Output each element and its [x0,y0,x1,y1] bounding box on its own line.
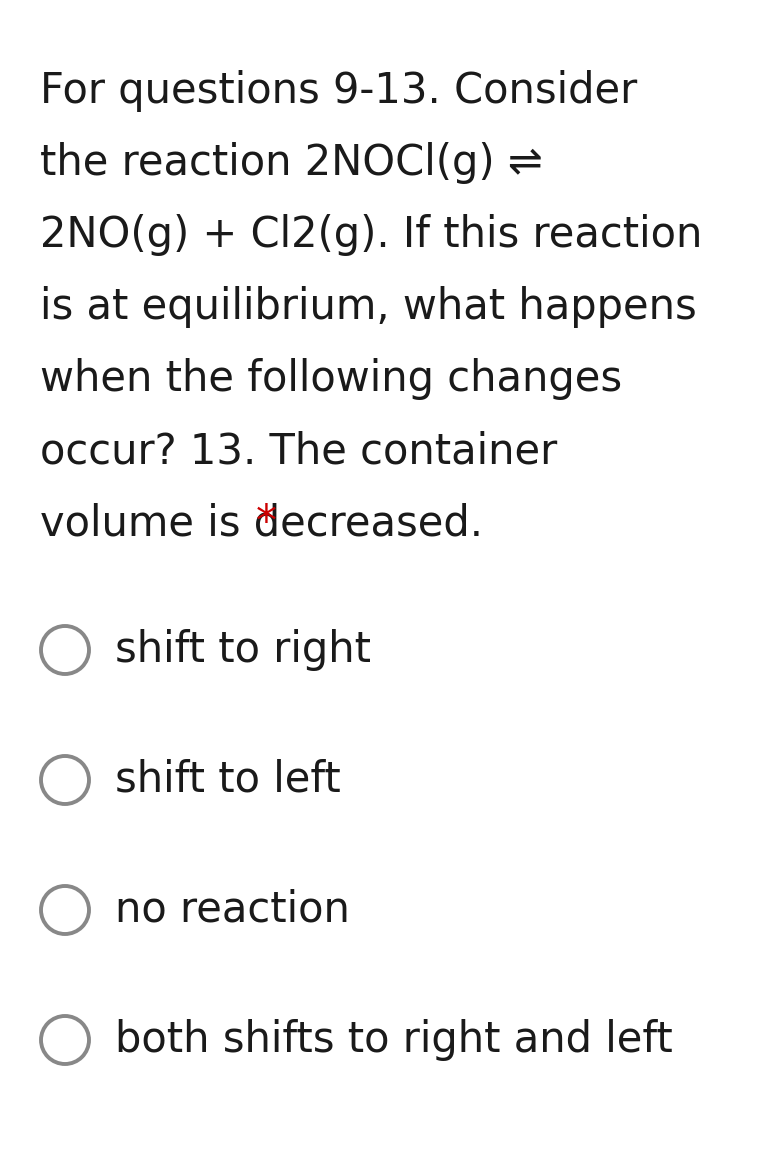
Text: the reaction 2NOCl(g) ⇌: the reaction 2NOCl(g) ⇌ [40,142,543,184]
Text: both shifts to right and left: both shifts to right and left [115,1019,673,1061]
Text: 2NO(g) + Cl2(g). If this reaction: 2NO(g) + Cl2(g). If this reaction [40,214,702,256]
Text: *: * [255,502,276,544]
Text: shift to right: shift to right [115,629,371,671]
Text: no reaction: no reaction [115,889,350,932]
Text: is at equilibrium, what happens: is at equilibrium, what happens [40,286,697,328]
Text: occur? 13. The container: occur? 13. The container [40,430,557,472]
Text: shift to left: shift to left [115,759,341,801]
Text: when the following changes: when the following changes [40,358,622,400]
Text: volume is decreased.: volume is decreased. [40,502,496,544]
Text: For questions 9-13. Consider: For questions 9-13. Consider [40,70,637,112]
